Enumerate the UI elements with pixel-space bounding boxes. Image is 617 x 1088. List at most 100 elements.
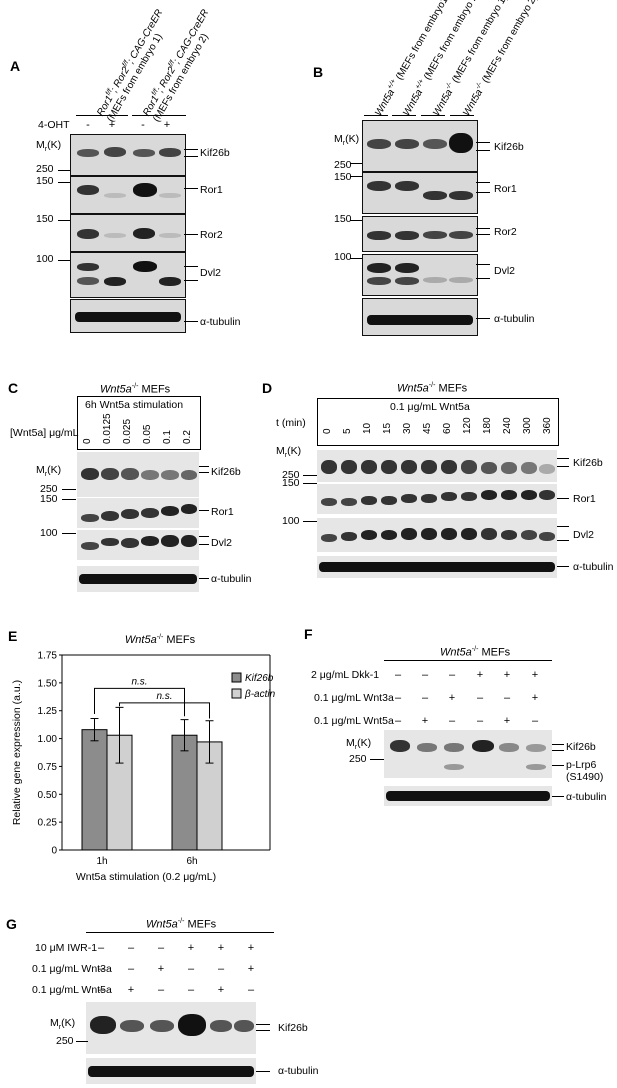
panel-d-band-dvl2: Dvl2 xyxy=(573,529,595,541)
legend-swatch xyxy=(231,672,242,683)
panel-b-lane-line xyxy=(364,115,388,116)
panel-g-sign: – xyxy=(97,984,105,996)
panel-d-time: 45 xyxy=(422,422,433,434)
panel-e-chart: Wnt5a-/- MEFs 0 0.25 0.50 0.75 1.00 1.25 1.50 1.… xyxy=(11,634,276,883)
panel-d-blot-ror1 xyxy=(317,484,557,514)
panel-c-blot-dvl2 xyxy=(77,530,199,560)
panel-f-sign: – xyxy=(421,669,429,681)
panel-b-band-pointer xyxy=(476,278,490,279)
panel-d-time: 15 xyxy=(382,422,393,434)
panel-f-row-label: 2 μg/mL Dkk-1 xyxy=(311,669,380,681)
panel-d-marker-tick xyxy=(303,475,317,476)
panel-g-sign: + xyxy=(217,984,225,996)
panel-d-time: 300 xyxy=(522,417,533,434)
panel-c-conc: 0 xyxy=(82,438,93,444)
panel-f-sign: + xyxy=(448,692,456,704)
y-tick-label: 0.50 xyxy=(38,790,58,801)
panel-d-time: 60 xyxy=(442,422,453,434)
panel-f-blot-kif26b xyxy=(384,730,552,778)
panel-f-label: F xyxy=(304,626,313,642)
panel-c-marker-150: 150 xyxy=(40,493,58,505)
panel-f-band-plrp6: p-Lrp6 xyxy=(566,759,597,771)
panel-f-sign: – xyxy=(448,669,456,681)
panel-c-band-dvl2: Dvl2 xyxy=(211,537,233,549)
panel-c-blot-ror1 xyxy=(77,498,199,528)
panel-g-sign: – xyxy=(247,984,255,996)
panel-c-box-title: 6h Wnt5a stimulation xyxy=(85,399,184,411)
y-tick-label: 0.25 xyxy=(38,818,58,829)
panel-a-band-tubulin: α-tubulin xyxy=(200,316,241,328)
bar-kif26b xyxy=(171,734,198,851)
chart-title: Wnt5a-/- MEFs xyxy=(125,634,196,646)
panel-g-sign: – xyxy=(157,984,165,996)
panel-d-marker-tick xyxy=(303,483,317,484)
bar-kif26b xyxy=(81,729,108,851)
panel-a-marker-tick xyxy=(58,260,70,261)
panel-g-sign: – xyxy=(127,942,135,954)
panel-a-band-kif26b: Kif26b xyxy=(200,147,230,159)
panel-b-lane-line xyxy=(450,115,474,116)
panel-c-conc: 0.1 xyxy=(162,430,173,444)
panel-d-band-ror1: Ror1 xyxy=(573,493,596,505)
panel-d-band-kif26b: Kif26b xyxy=(573,457,603,469)
panel-d-time: 10 xyxy=(362,422,373,434)
panel-b-blot-ror2 xyxy=(362,216,478,252)
panel-d-blot-tubulin xyxy=(317,556,557,578)
y-tick-label: 1.75 xyxy=(38,651,58,662)
x-tick-label: 1h xyxy=(96,856,107,867)
panel-c-title: Wnt5a-/- MEFs xyxy=(100,383,171,396)
panel-f-row-label: 0.1 μg/mL Wnt3a xyxy=(314,692,394,704)
panel-g-band-pointer xyxy=(256,1024,270,1025)
panel-d-header-box xyxy=(317,398,559,446)
panel-f-marker-250: 250 xyxy=(349,753,367,765)
panel-c-conc: 0.05 xyxy=(142,424,153,444)
panel-d-band-pointer xyxy=(557,498,569,499)
panel-e-label: E xyxy=(8,628,18,644)
panel-c-band-pointer xyxy=(199,578,209,579)
panel-b-blot-kif26b xyxy=(362,120,478,172)
panel-b-band-pointer xyxy=(476,264,490,265)
panel-g-sign: + xyxy=(127,984,135,996)
panel-d-title: Wnt5a-/- MEFs xyxy=(397,382,468,395)
panel-d-time: 30 xyxy=(402,422,413,434)
panel-c-band-tubulin: α-tubulin xyxy=(211,573,252,585)
panel-a-marker-tick xyxy=(58,170,70,171)
panel-a-blot-dvl2 xyxy=(70,252,186,298)
panel-d-band-tubulin: α-tubulin xyxy=(573,561,614,573)
panel-a-treatment-label: 4-OHT xyxy=(38,119,70,131)
panel-b-band-pointer xyxy=(476,192,490,193)
panel-c-conc-label: [Wnt5a] μg/mL xyxy=(10,427,79,439)
x-axis-label: Wnt5a stimulation (0.2 μg/mL) xyxy=(76,871,216,883)
panel-g-band-kif26b: Kif26b xyxy=(278,1022,308,1034)
panel-b-mr-label: Mr(K) xyxy=(334,133,360,148)
panel-d-box-title: 0.1 μg/mL Wnt5a xyxy=(390,401,470,413)
panel-c-marker-tick xyxy=(62,499,76,500)
panel-f-band-pointer xyxy=(552,796,564,797)
panel-c-conc: 0.2 xyxy=(182,430,193,444)
panel-d-band-pointer xyxy=(557,566,569,567)
panel-c-marker-100: 100 xyxy=(40,527,58,539)
panel-c-band-pointer xyxy=(199,472,209,473)
panel-d-marker-tick xyxy=(303,521,317,522)
panel-g-sign: – xyxy=(97,942,105,954)
panel-a-sign: - xyxy=(141,119,145,131)
panel-g-sign: + xyxy=(247,963,255,975)
panel-a-mr-label: Mr(K) xyxy=(36,139,62,154)
panel-f-sign: – xyxy=(476,692,484,704)
panel-c-header-box xyxy=(77,396,201,450)
panel-c-blot-kif26b xyxy=(77,452,199,497)
panel-g-sign: – xyxy=(157,942,165,954)
panel-b-band-pointer xyxy=(476,150,490,151)
panel-b-marker-150: 150 xyxy=(334,171,352,183)
panel-b-blot-ror1 xyxy=(362,172,478,214)
panel-a-marker-tick xyxy=(58,220,70,221)
panel-b-marker-tick xyxy=(350,176,362,177)
panel-c-marker-250: 250 xyxy=(40,483,58,495)
panel-a-group-line-1 xyxy=(76,115,128,116)
panel-b-band-dvl2: Dvl2 xyxy=(494,265,516,277)
panel-g-label: G xyxy=(6,916,17,932)
panel-a-band-pointer xyxy=(184,234,198,235)
panel-d-blot-dvl2 xyxy=(317,518,557,552)
panel-b-blot-tubulin xyxy=(362,298,478,336)
sig-bracket-inner-label: n.s. xyxy=(156,691,172,702)
